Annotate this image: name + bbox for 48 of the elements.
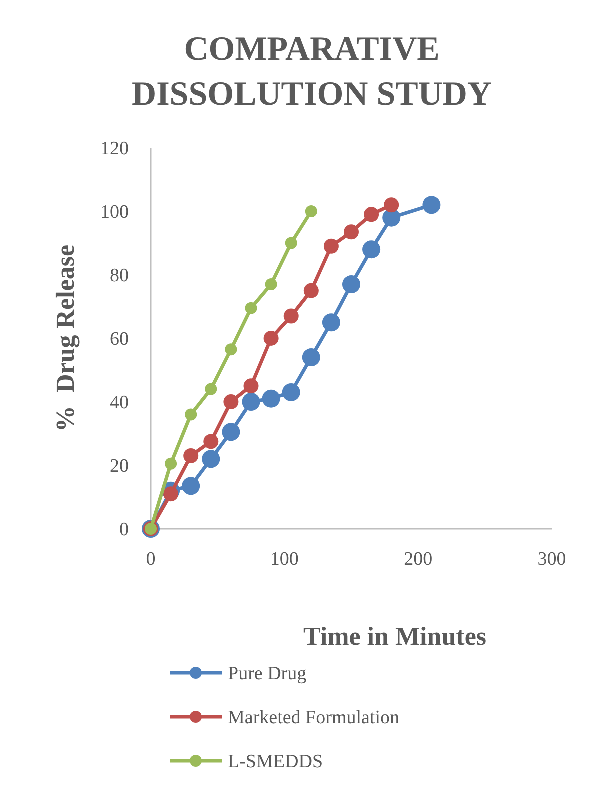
point xyxy=(245,302,258,314)
point xyxy=(284,308,299,324)
y-tick-label: 100 xyxy=(100,202,129,224)
point xyxy=(164,486,179,502)
point xyxy=(282,383,300,402)
point xyxy=(265,278,278,291)
point xyxy=(224,394,239,410)
y-tick-label: 20 xyxy=(110,456,129,478)
point xyxy=(225,344,238,356)
y-tick-label: 0 xyxy=(120,520,129,541)
point xyxy=(204,434,219,450)
point xyxy=(322,314,340,332)
point xyxy=(305,206,318,218)
point xyxy=(304,283,319,298)
point xyxy=(222,423,240,442)
point xyxy=(285,237,298,250)
point xyxy=(205,383,218,396)
point xyxy=(302,348,320,367)
point xyxy=(165,458,178,470)
y-tick-label: 120 xyxy=(100,138,129,160)
point xyxy=(202,450,220,468)
y-tick-label: 80 xyxy=(110,266,129,287)
point xyxy=(342,276,360,294)
chart-title: COMPARATIVE DISSOLUTION STUDY xyxy=(132,31,492,113)
point xyxy=(362,240,381,259)
point xyxy=(364,207,380,222)
legend-label: Marketed Formulation xyxy=(228,708,400,729)
x-tick-label: 100 xyxy=(270,549,299,570)
x-tick-label: 0 xyxy=(146,549,156,570)
legend-label: L-SMEDDS xyxy=(228,752,324,773)
y-tick-label: 40 xyxy=(110,392,129,414)
point xyxy=(262,390,280,408)
legend-label: Pure Drug xyxy=(228,664,308,685)
point xyxy=(244,378,259,394)
point xyxy=(422,196,441,214)
point xyxy=(184,448,199,464)
y-tick-label: 60 xyxy=(110,329,129,350)
y-axis-title: % Drug Release xyxy=(51,244,80,432)
point xyxy=(264,331,279,346)
x-tick-label: 200 xyxy=(404,549,433,570)
x-tick-label: 300 xyxy=(538,549,566,570)
point xyxy=(344,224,359,240)
point xyxy=(384,198,400,213)
x-axis-title: Time in Minutes xyxy=(304,622,486,651)
point xyxy=(324,238,339,254)
point xyxy=(185,408,198,421)
point xyxy=(242,393,260,411)
point xyxy=(182,477,200,496)
